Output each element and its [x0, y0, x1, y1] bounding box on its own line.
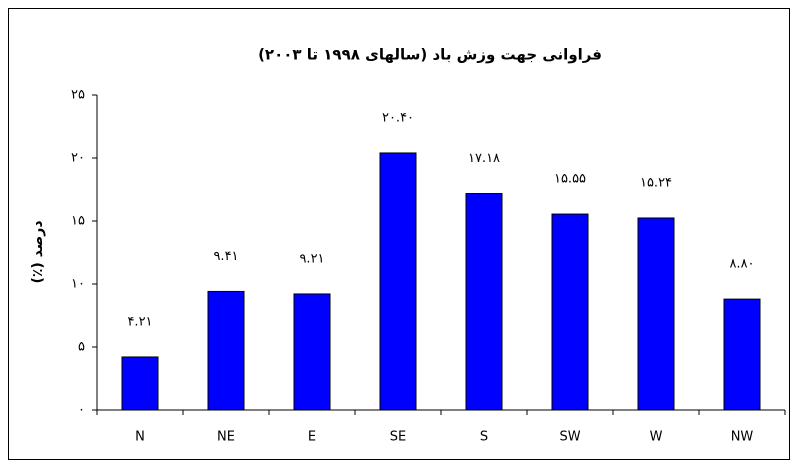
y-tick-label: ۲۵	[71, 88, 85, 103]
value-label: ۹.۲۱	[299, 251, 324, 266]
value-label: ۸.۸۰	[729, 257, 754, 272]
bar	[293, 293, 331, 411]
y-axis-label: درصد (٪)	[30, 220, 46, 283]
y-tick-label: ۱۰	[71, 277, 85, 292]
x-tick-label: S	[480, 430, 488, 445]
x-tick-label: N	[135, 430, 145, 445]
value-label: ۹.۴۱	[213, 249, 238, 264]
value-label: ۴.۲۱	[127, 314, 152, 329]
bar	[723, 298, 761, 411]
bar	[121, 356, 159, 411]
bar	[465, 193, 503, 411]
x-tick-label: SE	[390, 430, 406, 445]
y-tick-label: ۱۵	[71, 214, 85, 229]
value-label: ۲۰.۴۰	[382, 110, 414, 125]
bar	[551, 213, 589, 411]
x-tick-label: W	[650, 430, 663, 445]
x-tick-label: NW	[731, 430, 754, 445]
value-label: ۱۵.۲۴	[640, 175, 672, 190]
value-label: ۱۷.۱۸	[468, 151, 500, 166]
y-tick-label: ۵	[78, 340, 85, 355]
bar	[637, 217, 675, 411]
value-label: ۱۵.۵۵	[554, 172, 586, 187]
x-tick-label: SW	[559, 430, 580, 445]
y-tick-label: ۲۰	[71, 151, 85, 166]
chart-title: فراوانی جهت وزش باد (سالهای ۱۹۹۸ تا ۲۰۰۳…	[258, 46, 602, 64]
y-tick-label: ۰	[78, 403, 85, 418]
bar	[379, 152, 417, 411]
x-tick-label: NE	[217, 430, 235, 445]
x-tick-label: E	[308, 430, 316, 445]
bar	[207, 290, 245, 411]
